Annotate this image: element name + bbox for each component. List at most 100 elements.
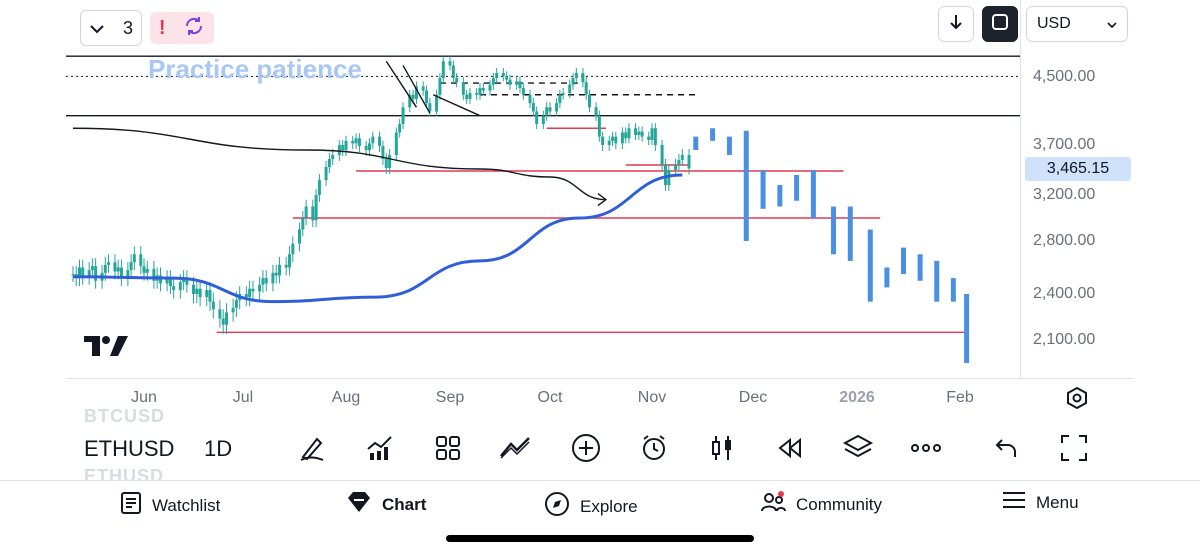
- candle-body: [505, 76, 509, 80]
- candle-body: [584, 82, 588, 95]
- candle-body: [264, 278, 268, 284]
- draw-pen-icon[interactable]: [290, 426, 334, 470]
- interval-label[interactable]: 1D: [204, 436, 233, 461]
- nav-community[interactable]: Community: [760, 491, 882, 518]
- undo-icon[interactable]: [984, 426, 1028, 470]
- candle-body: [488, 84, 492, 91]
- frame-icon: [991, 13, 1009, 36]
- add-icon[interactable]: [564, 426, 608, 470]
- alert-clock-icon[interactable]: [632, 426, 676, 470]
- candle-body: [126, 270, 130, 279]
- candle-body: [620, 132, 624, 144]
- projected-bar: [693, 136, 699, 150]
- candle-body: [384, 159, 388, 168]
- time-axis[interactable]: Jun Jul Aug Sep Oct Nov Dec 2026 Feb: [66, 378, 1134, 415]
- candle-body: [428, 103, 432, 112]
- candle-body: [344, 140, 348, 150]
- candle-body: [357, 138, 361, 146]
- candle-body: [165, 278, 169, 284]
- interval-count-dropdown[interactable]: 3: [80, 10, 142, 46]
- currency-dropdown[interactable]: USD: [1026, 6, 1128, 42]
- projected-bar: [794, 175, 800, 201]
- candle-body: [304, 206, 308, 218]
- price-chart[interactable]: [66, 0, 1020, 378]
- arrow-down-icon: [949, 14, 963, 35]
- candle-body: [571, 78, 575, 85]
- candle-body: [398, 124, 402, 133]
- candle-body: [650, 128, 654, 140]
- projected-bar: [743, 130, 749, 241]
- candle-body: [614, 136, 618, 144]
- candle-body: [182, 278, 186, 283]
- projected-bar: [867, 229, 873, 302]
- warning-icon[interactable]: !: [158, 16, 166, 39]
- candle-type-icon[interactable]: [700, 426, 744, 470]
- alert-controls[interactable]: !: [150, 12, 214, 44]
- candle-body: [381, 146, 385, 159]
- hamburger-menu-icon: [1002, 491, 1026, 514]
- chevron-down-icon: [89, 18, 105, 39]
- time-label: Sep: [435, 389, 465, 406]
- price-scale[interactable]: 4,500.00 3,700.00 3,200.00 2,800.00 2,40…: [1020, 0, 1135, 378]
- candle-body: [205, 290, 209, 298]
- price-label: 3,200.00: [1033, 186, 1096, 203]
- candle-body: [225, 312, 228, 325]
- community-icon: [760, 491, 786, 518]
- nav-watchlist-label: Watchlist: [152, 495, 221, 515]
- candle-body: [660, 145, 664, 165]
- candle-body: [119, 267, 123, 279]
- annotation-text[interactable]: Practice patience: [148, 54, 362, 84]
- projected-bar: [934, 260, 940, 302]
- candle-body: [90, 266, 94, 271]
- templates-icon[interactable]: [426, 426, 470, 470]
- candle-body: [481, 88, 485, 91]
- replay-icon[interactable]: [768, 426, 812, 470]
- candle-body: [461, 82, 465, 95]
- chart-settings-icon[interactable]: [1064, 385, 1090, 411]
- more-icon[interactable]: [904, 426, 948, 470]
- sync-icon[interactable]: [183, 15, 205, 42]
- compass-icon: [544, 491, 570, 522]
- candle-body: [251, 288, 255, 292]
- chart-canvas[interactable]: [66, 0, 1020, 378]
- candle-body: [337, 145, 341, 155]
- projected-bar: [777, 185, 783, 207]
- candle-body: [468, 93, 472, 99]
- wedge-line: [402, 65, 431, 114]
- candle-body: [211, 301, 215, 310]
- nav-chart[interactable]: Chart: [346, 491, 426, 518]
- candle-body: [637, 131, 641, 135]
- projected-bar: [831, 206, 837, 255]
- projected-bar: [760, 170, 766, 209]
- candle-body: [71, 274, 75, 276]
- symbol-ghost-previous: BTCUSD: [84, 406, 165, 426]
- fullscreen-icon[interactable]: [1052, 426, 1096, 470]
- nav-watchlist[interactable]: Watchlist: [120, 491, 220, 520]
- candle-body: [411, 94, 415, 99]
- candle-body: [611, 136, 615, 141]
- candle-body: [327, 159, 331, 167]
- candle-body: [324, 167, 328, 180]
- candle-body: [561, 93, 565, 95]
- candle-body: [107, 262, 111, 265]
- candle-body: [441, 61, 445, 78]
- candle-body: [301, 218, 305, 230]
- nav-explore[interactable]: Explore: [544, 491, 638, 522]
- nav-menu[interactable]: Menu: [1002, 491, 1079, 514]
- time-label: Jun: [131, 389, 157, 406]
- compare-icon[interactable]: [494, 426, 538, 470]
- candle-body: [172, 286, 176, 291]
- current-price-badge: 3,465.15: [1025, 157, 1131, 181]
- layers-icon[interactable]: [836, 426, 880, 470]
- candle-body: [594, 107, 598, 116]
- candle-body: [354, 138, 358, 144]
- indicators-icon[interactable]: [358, 426, 402, 470]
- candle-body: [178, 282, 182, 291]
- candle-body: [548, 107, 552, 112]
- symbol-name[interactable]: ETHUSD: [84, 436, 175, 461]
- scroll-down-button[interactable]: [938, 6, 974, 42]
- screenshot-button[interactable]: [982, 6, 1018, 42]
- trend-curve: [73, 127, 606, 201]
- candle-body: [103, 264, 107, 273]
- candle-body: [425, 90, 429, 104]
